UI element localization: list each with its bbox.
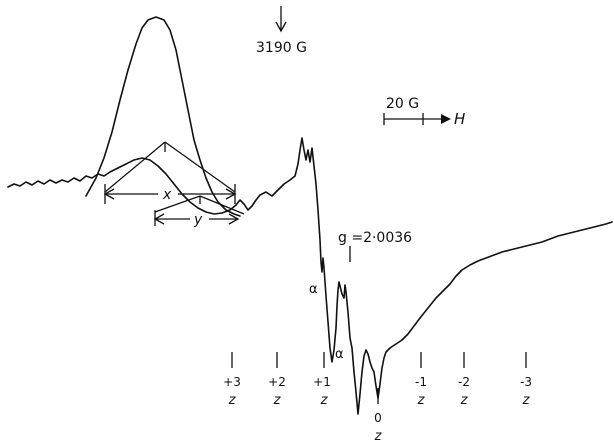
svg-text:-1: -1 bbox=[415, 375, 427, 389]
svg-text:+3: +3 bbox=[223, 375, 241, 389]
position-marker: +1 z bbox=[313, 352, 331, 408]
svg-text:+1: +1 bbox=[313, 375, 331, 389]
line-position-markers: +3 z +2 z +1 z 0 z -1 z -2 z bbox=[223, 352, 532, 443]
position-marker: -1 z bbox=[415, 352, 427, 408]
hyperfine-y-label: y bbox=[193, 212, 203, 228]
svg-text:z: z bbox=[522, 393, 531, 408]
svg-text:-3: -3 bbox=[520, 375, 532, 389]
field-marker-label: 3190 G bbox=[256, 40, 307, 56]
svg-text:z: z bbox=[228, 393, 237, 408]
field-axis-label: H bbox=[454, 110, 465, 128]
g-value-label: g =2·0036 bbox=[338, 230, 412, 246]
svg-text:+2: +2 bbox=[268, 375, 286, 389]
svg-text:-2: -2 bbox=[458, 375, 470, 389]
svg-text:z: z bbox=[273, 393, 282, 408]
field-direction-arrowhead bbox=[441, 114, 451, 124]
svg-text:0: 0 bbox=[374, 411, 382, 425]
alpha-label-1: α bbox=[309, 282, 318, 297]
position-marker: -3 z bbox=[520, 352, 532, 408]
position-marker: 0 z bbox=[374, 388, 383, 443]
hyperfine-construction bbox=[103, 141, 245, 226]
svg-text:z: z bbox=[320, 393, 329, 408]
scale-bar-label: 20 G bbox=[386, 96, 419, 112]
field-marker-arrow-head bbox=[275, 21, 287, 33]
hyperfine-x-label: x bbox=[162, 187, 172, 203]
position-marker: -2 z bbox=[458, 352, 470, 408]
svg-text:z: z bbox=[374, 429, 383, 443]
svg-text:z: z bbox=[417, 393, 426, 408]
position-marker: +2 z bbox=[268, 352, 286, 408]
svg-text:z: z bbox=[460, 393, 469, 408]
main-spectrum-trace bbox=[7, 137, 613, 415]
alpha-label-2: α bbox=[335, 347, 344, 362]
position-marker: +3 z bbox=[223, 352, 241, 408]
overlay-peak-curve bbox=[85, 16, 241, 217]
